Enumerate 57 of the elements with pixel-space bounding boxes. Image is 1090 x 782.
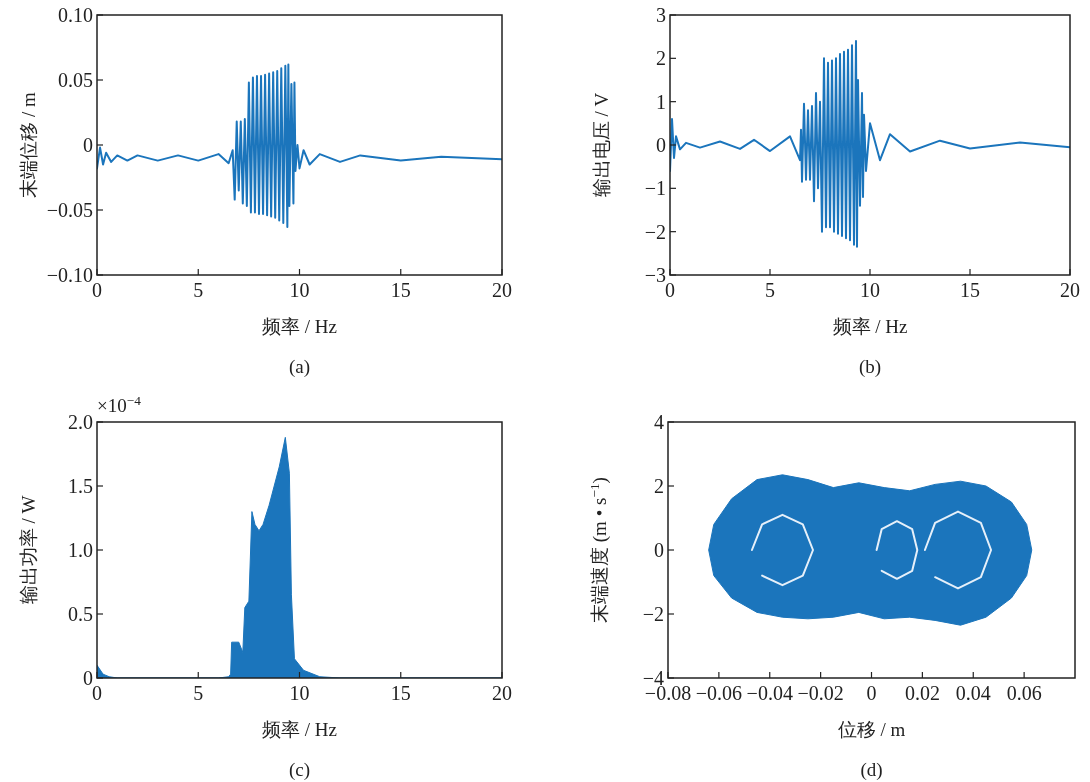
y-tick-label: −2 — [642, 603, 664, 625]
y-tick-label: 0 — [83, 134, 93, 156]
text: (c) — [288, 759, 311, 781]
x-tick-label: 0.04 — [955, 682, 991, 704]
x-tick-label: 20 — [492, 682, 512, 704]
x-axis-title: 频率 / Hz — [262, 719, 337, 740]
line-series — [97, 63, 502, 228]
x-tick-label: 10 — [860, 279, 880, 301]
y-tick-label: 2 — [654, 475, 664, 497]
y-tick-label: 0.5 — [68, 603, 93, 625]
line-series — [875, 520, 919, 580]
y-tick-label: −3 — [644, 264, 666, 286]
x-tick-label: −0.06 — [695, 682, 743, 704]
text: (b) — [858, 356, 882, 378]
y-axis-title: 输出功率 / W — [18, 495, 39, 605]
y-tick-label: 0 — [654, 539, 664, 561]
x-tick-label: 5 — [765, 279, 775, 301]
text: (d) — [860, 759, 883, 781]
y-tick-label: −0.05 — [46, 199, 93, 221]
y-tick-label: 0.05 — [58, 69, 93, 91]
x-tick-label: 15 — [960, 279, 980, 301]
text: ×10$^{−4}$ — [97, 392, 142, 416]
x-axis-title: 频率 / Hz — [262, 316, 337, 337]
x-tick-label: 0.06 — [1006, 682, 1042, 704]
y-tick-label: −1 — [644, 177, 666, 200]
y-tick-label: 1 — [656, 90, 666, 113]
line-series — [750, 513, 814, 587]
y-tick-label: 0 — [656, 134, 666, 156]
x-axis-title: 位移 / m — [837, 719, 906, 740]
x-tick-label: −0.02 — [797, 682, 844, 704]
x-tick-label: 15 — [390, 682, 411, 704]
x-tick-label: 5 — [193, 279, 204, 301]
y-tick-label: 2 — [656, 47, 666, 70]
line-series — [923, 510, 993, 590]
x-tick-label: 0.02 — [904, 682, 940, 704]
y-tick-label: 2.0 — [68, 411, 93, 433]
x-tick-label: 15 — [390, 279, 411, 301]
y-tick-label: 3 — [656, 4, 666, 26]
x-tick-label: −0.04 — [746, 682, 793, 704]
x-tick-label: 20 — [1060, 279, 1080, 301]
x-tick-label: 10 — [289, 279, 310, 301]
y-tick-label: 1.5 — [68, 475, 93, 497]
x-axis-title: 频率 / Hz — [832, 316, 908, 337]
y-tick-label: 1.0 — [68, 539, 93, 561]
x-tick-label: 20 — [492, 279, 512, 301]
x-tick-label: 5 — [193, 682, 204, 704]
y-axis-title: 末端位移 / m — [18, 92, 39, 198]
x-tick-label: 0 — [866, 682, 877, 704]
y-tick-label: −0.10 — [46, 264, 93, 286]
line-series — [670, 40, 1070, 248]
x-tick-label: 10 — [289, 682, 310, 704]
text: (a) — [288, 356, 311, 378]
y-tick-label: 0.10 — [58, 4, 93, 26]
y-tick-label: −2 — [644, 220, 666, 243]
y-tick-label: 4 — [654, 411, 664, 433]
y-tick-label: 0 — [83, 667, 93, 689]
y-axis-title: 输出电压 / V — [591, 92, 612, 198]
